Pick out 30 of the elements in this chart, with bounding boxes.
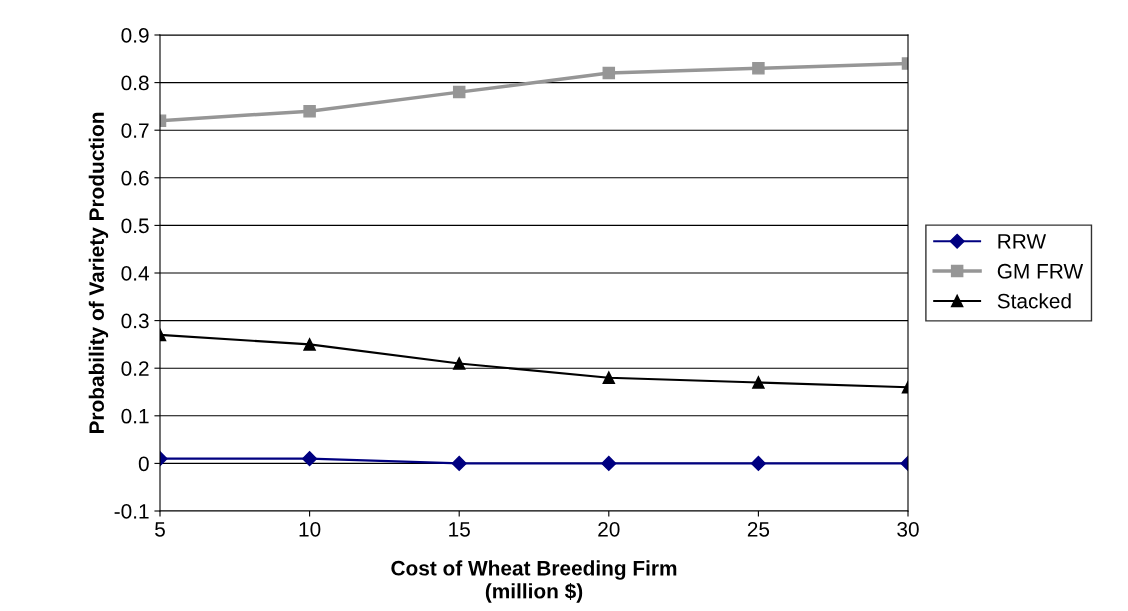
y-tick-label: 0.4 (121, 266, 149, 281)
y-tick-label: 0.6 (121, 170, 149, 186)
y-tick-label: 0.9 (121, 28, 149, 43)
x-tick-label: 15 (449, 522, 470, 537)
y-tick-label: 0.1 (121, 408, 149, 424)
point (602, 66, 616, 80)
y-tick-label: 0.5 (121, 218, 149, 234)
y-tick-label: 0.2 (121, 361, 149, 376)
legend-label: RRW (998, 234, 1047, 249)
point (601, 455, 617, 471)
point (602, 371, 616, 384)
x-tick-label: 20 (598, 521, 620, 537)
y-tick-label: -0.1 (114, 504, 149, 519)
x-tick-label: 30 (897, 521, 919, 537)
x-axis-title: Cost of Wheat Breeding Firm (million $) (391, 560, 677, 603)
y-axis-title: Probability of Variety Production (88, 112, 109, 434)
point (302, 451, 318, 467)
y-tick-label: 0.8 (121, 75, 149, 91)
y-tick-label: 0.7 (121, 123, 149, 138)
y-tick-label: 0.3 (121, 313, 149, 329)
point (452, 357, 466, 370)
x-tick-label: 25 (747, 521, 770, 537)
point (452, 85, 466, 99)
point (750, 455, 766, 471)
y-tick-label: 0 (138, 456, 149, 472)
x-tick-label: 10 (299, 521, 321, 537)
x-tick-label: 5 (155, 522, 165, 537)
legend-label: Stacked (997, 293, 1071, 309)
point (451, 455, 467, 471)
legend-label: GM FRW (997, 263, 1084, 279)
